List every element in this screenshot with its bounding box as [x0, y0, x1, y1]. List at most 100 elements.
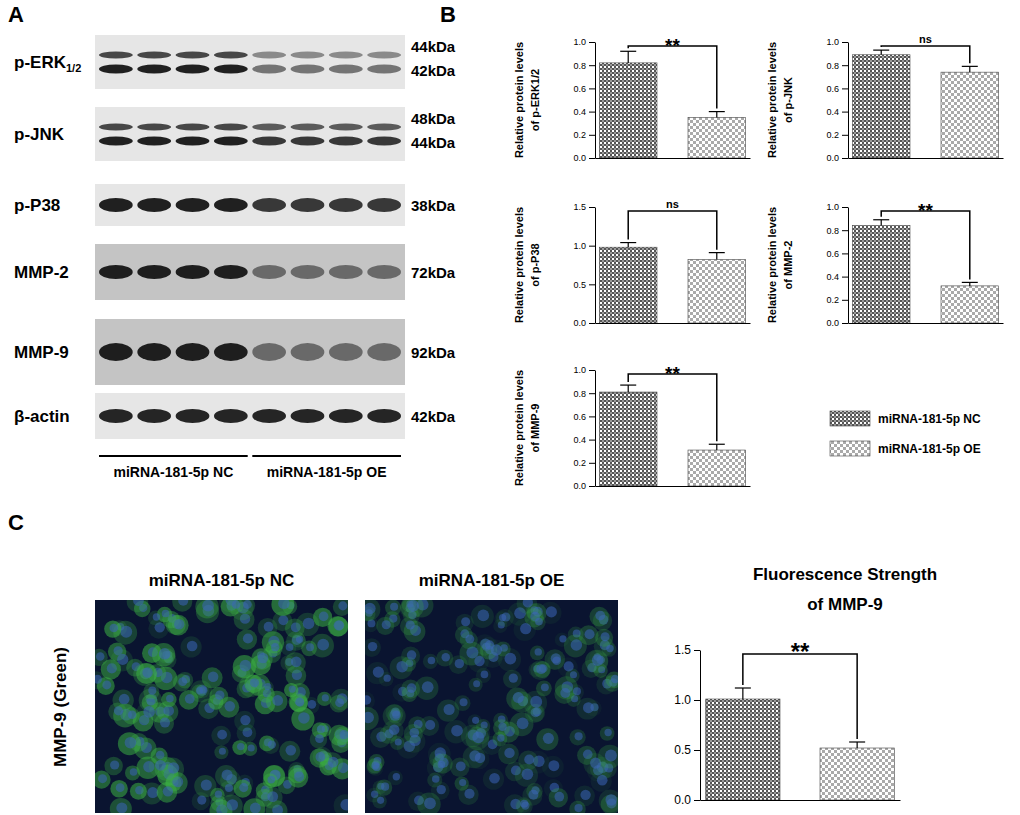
- cell-nucleus: [128, 710, 137, 719]
- y-tick-label: 0.6: [826, 249, 839, 259]
- cell-nucleus: [197, 796, 206, 805]
- cell-nucleus: [187, 641, 198, 652]
- cell-nucleus: [208, 672, 218, 682]
- cell-nucleus: [365, 712, 374, 724]
- significance-bracket: [743, 654, 857, 739]
- legend-swatch: [830, 411, 870, 426]
- cell-cytoplasm: [237, 629, 257, 649]
- cell-nucleus: [475, 753, 485, 763]
- cell-cytoplasm: [564, 635, 587, 658]
- cell-cytoplasm: [125, 765, 140, 780]
- x-axis-line: [596, 323, 751, 324]
- blot-band: [291, 52, 325, 59]
- cell-nucleus: [267, 791, 278, 802]
- cell-nucleus: [543, 733, 554, 744]
- y-axis-title: Relative protein levels: [766, 42, 778, 158]
- y-tick-mark: [589, 440, 595, 441]
- cell-nucleus: [268, 740, 276, 748]
- error-bar: [620, 385, 636, 392]
- kda-label: 42kDa: [411, 408, 456, 425]
- error-bar-stem: [716, 444, 717, 450]
- error-bar-cap: [620, 242, 636, 243]
- y-tick-mark: [589, 393, 595, 394]
- blot-row-label: MMP-2: [14, 263, 69, 282]
- cell-nucleus: [523, 600, 533, 608]
- cell-cytoplasm: [110, 798, 132, 813]
- cell-cytoplasm: [449, 655, 468, 674]
- cell-nucleus: [601, 632, 610, 641]
- blot-band: [176, 52, 210, 59]
- bar-chart: 0.00.51.01.5nsRelative protein levelsof …: [513, 198, 751, 328]
- blot-band: [329, 198, 363, 212]
- bar: [852, 226, 910, 323]
- cell-nucleus: [368, 642, 377, 651]
- cell-cytoplasm: [388, 770, 403, 785]
- cell-nucleus: [377, 797, 384, 804]
- blot-band: [99, 137, 133, 146]
- cell-cytoplasm: [372, 794, 386, 808]
- cell-nucleus: [485, 640, 494, 649]
- error-bar-cap: [709, 444, 725, 445]
- cell-nucleus: [272, 695, 283, 706]
- y-tick-mark: [694, 750, 700, 751]
- y-tick-label: 0.2: [826, 130, 839, 140]
- cell-cytoplasm: [365, 600, 380, 621]
- error-bar-cap: [873, 50, 889, 51]
- cell-cytoplasm: [492, 732, 507, 747]
- y-tick-label: 0.6: [826, 84, 839, 94]
- blot-band: [99, 124, 133, 131]
- cell-cytoplasm: [133, 663, 156, 686]
- cell-cytoplasm: [152, 643, 175, 666]
- cell-nucleus: [451, 725, 463, 737]
- y-tick: 1.0: [674, 693, 700, 707]
- micrograph: [365, 600, 618, 813]
- cell-nucleus: [155, 760, 166, 771]
- cell-cytoplasm: [333, 600, 348, 616]
- cell-nucleus: [116, 802, 127, 813]
- error-bar: [620, 51, 636, 63]
- cell-cytoplasm: [515, 764, 538, 787]
- cell-cytoplasm: [136, 663, 157, 684]
- cell-nucleus: [509, 673, 518, 682]
- error-bar-stem: [742, 688, 743, 699]
- cell-cytoplasm: [136, 701, 159, 724]
- error-bar-cap: [709, 111, 725, 112]
- y-tick-label: 0.0: [826, 318, 839, 328]
- cell-nucleus: [597, 775, 608, 786]
- cell-cytoplasm: [455, 776, 469, 790]
- cell-nucleus: [571, 639, 582, 650]
- bar: [599, 247, 657, 323]
- cell-nucleus: [95, 675, 102, 684]
- kda-label: 72kDa: [411, 264, 456, 281]
- x-axis: [596, 158, 751, 159]
- blot-band: [291, 198, 325, 212]
- error-bar-cap: [962, 282, 978, 283]
- blot-band: [176, 343, 210, 361]
- error-bar: [709, 253, 725, 260]
- cell-nucleus: [298, 712, 310, 724]
- cell-cytoplasm: [301, 640, 317, 656]
- cell-cytoplasm: [110, 649, 132, 671]
- error-bar: [709, 112, 725, 118]
- cell-nucleus: [517, 717, 529, 729]
- cell-cytoplasm: [450, 758, 470, 778]
- micrograph: [95, 600, 348, 813]
- cell-cytoplasm: [569, 729, 585, 745]
- cell-nucleus: [522, 768, 534, 780]
- cell-nucleus: [178, 677, 187, 686]
- cell-nucleus: [174, 619, 184, 629]
- cell-cytoplasm: [379, 672, 394, 687]
- y-tick-label: 0.4: [573, 107, 586, 117]
- cell-cytoplasm: [433, 754, 453, 774]
- cell-nucleus: [142, 667, 153, 678]
- y-tick-label: 0.6: [573, 84, 586, 94]
- blot-band: [367, 65, 401, 74]
- y-tick-label: 1.0: [826, 202, 839, 212]
- y-tick-label: 0.8: [573, 61, 586, 71]
- y-tick: 0.0: [573, 153, 595, 163]
- bar-chart: 0.00.51.01.5**Fluorescence Strengthof MM…: [674, 565, 937, 807]
- y-axis-title: of p-ERK1/2: [529, 69, 541, 131]
- y-tick: 0.8: [573, 389, 595, 399]
- blot-row-label-main: MMP-2: [14, 263, 69, 282]
- plot-area: [852, 220, 998, 323]
